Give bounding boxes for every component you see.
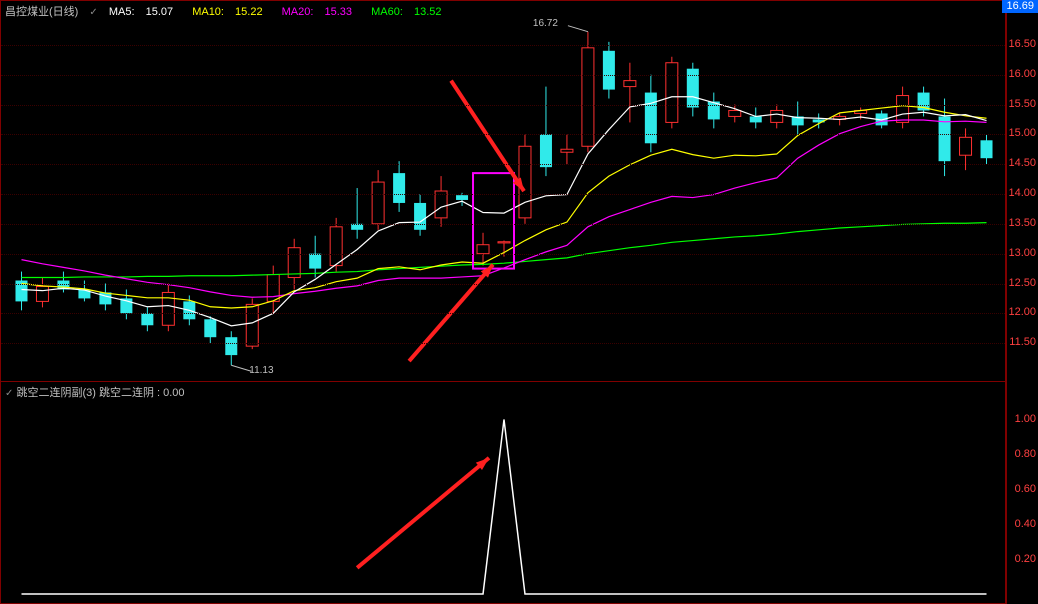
ytick-label: 0.20 — [1015, 553, 1036, 565]
ytick-label: 14.50 — [1008, 157, 1036, 169]
ytick-label: 13.50 — [1008, 217, 1036, 229]
ytick-label: 12.50 — [1008, 277, 1036, 289]
main-header: 昌控煤业(日线) ✓ MA5: 15.07 MA10: 15.22 MA20: … — [5, 3, 457, 19]
sub-yaxis: 0.20 0.40 0.60 0.80 1.00 — [1006, 382, 1038, 604]
ma60-label: MA60: 13.52 — [371, 6, 449, 18]
ma5-label: MA5: 15.07 — [109, 6, 181, 18]
ytick-label: 14.00 — [1008, 187, 1036, 199]
candlestick-chart — [1, 1, 1007, 383]
ytick-label: 15.00 — [1008, 127, 1036, 139]
ma10-label: MA10: 15.22 — [192, 6, 270, 18]
ytick-label: 16.00 — [1008, 68, 1036, 80]
low-annotation: 11.13 — [249, 365, 273, 376]
indicator-panel[interactable]: ✓ 跳空二连阴副(3) 跳空二连阴 : 0.00 — [0, 382, 1006, 604]
ytick-label: 13.00 — [1008, 247, 1036, 259]
ytick-label: 0.60 — [1015, 483, 1036, 495]
ytick-label: 1.00 — [1015, 413, 1036, 425]
indicator-chart — [1, 382, 1007, 604]
ytick-label: 0.40 — [1015, 518, 1036, 530]
ytick-label: 11.50 — [1009, 336, 1036, 348]
indicator-header: ✓ 跳空二连阴副(3) 跳空二连阴 : 0.00 — [5, 384, 185, 400]
main-chart-panel[interactable]: 昌控煤业(日线) ✓ MA5: 15.07 MA10: 15.22 MA20: … — [0, 0, 1006, 382]
current-price-badge: 16.69 — [1002, 0, 1038, 13]
stock-title: 昌控煤业(日线) — [5, 6, 78, 18]
high-annotation: 16.72 — [533, 18, 558, 29]
main-yaxis: 11.50 12.00 12.50 13.00 13.50 14.00 14.50 15.00… — [1006, 0, 1038, 382]
ytick-label: 0.80 — [1015, 448, 1036, 460]
ytick-label: 12.00 — [1008, 306, 1036, 318]
ytick-label: 15.50 — [1008, 98, 1036, 110]
ytick-label: 16.50 — [1008, 38, 1036, 50]
ma20-label: MA20: 15.33 — [282, 6, 360, 18]
